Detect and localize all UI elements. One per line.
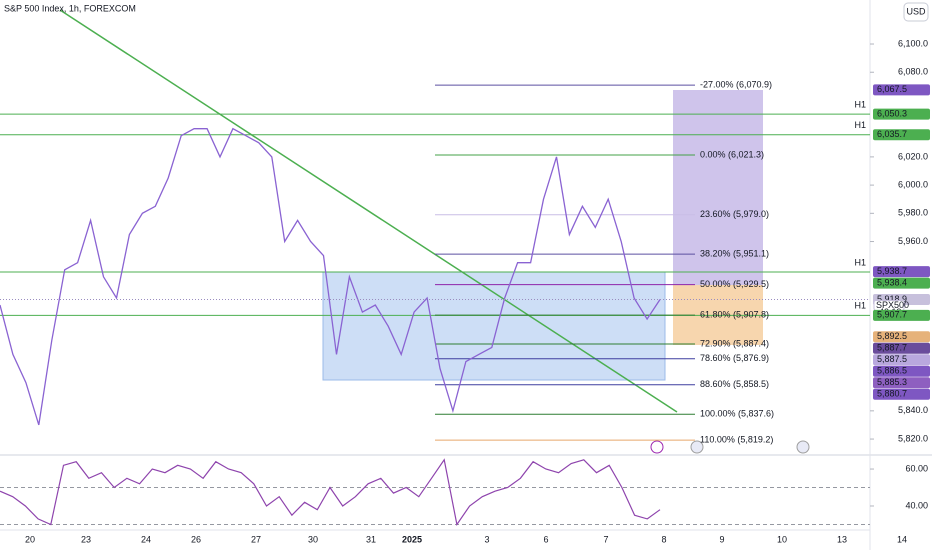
- event-icon[interactable]: [690, 440, 704, 454]
- x-tick-label: 24: [141, 534, 151, 544]
- x-tick-label: 30: [308, 534, 318, 544]
- trend-line: [59, 9, 678, 413]
- level-tag: H1: [854, 100, 866, 110]
- x-tick-label: 31: [366, 534, 376, 544]
- x-tick-label: 2025: [402, 534, 422, 544]
- price-tag-label: 5,886.5: [877, 366, 907, 376]
- y-tick-label: 6,020.0: [898, 151, 928, 161]
- event-icon[interactable]: [650, 440, 664, 454]
- price-tag: [873, 354, 930, 366]
- price-tag-label: 5,892.5: [877, 331, 907, 341]
- price-tag-label: 5,938.4: [877, 277, 907, 287]
- fib-label: 0.00% (6,021.3): [700, 149, 764, 159]
- price-tag: [873, 388, 930, 400]
- y-tick-label: 5,980.0: [898, 208, 928, 218]
- fib-label: 23.60% (5,979.0): [700, 209, 769, 219]
- level-tag: H1: [854, 301, 866, 311]
- rsi-tick-label: 40.00: [905, 500, 928, 510]
- price-tag: [873, 342, 930, 354]
- price-tag: [873, 129, 930, 141]
- price-tag-label: 6,067.5: [877, 84, 907, 94]
- currency-button[interactable]: [903, 2, 929, 22]
- fib-label: 50.00% (5,929.5): [700, 279, 769, 289]
- price-tag: [873, 331, 930, 343]
- fib-label: 61.80% (5,907.8): [700, 310, 769, 320]
- fib-label: -27.00% (6,070.9): [700, 79, 772, 89]
- price-tag: [873, 266, 930, 278]
- x-tick-label: 10: [777, 534, 787, 544]
- y-tick-label: 5,840.0: [898, 405, 928, 415]
- y-tick-label: 5,960.0: [898, 236, 928, 246]
- x-tick-label: 13: [837, 534, 847, 544]
- price-tag-label: 5,887.7: [877, 343, 907, 353]
- level-tag: H1: [854, 257, 866, 267]
- price-tag-label: 5,887.5: [877, 354, 907, 364]
- price-tag: [873, 108, 930, 120]
- fib-label: 78.60% (5,876.9): [700, 353, 769, 363]
- price-tag: [873, 84, 930, 96]
- event-icon[interactable]: [796, 440, 810, 454]
- y-tick-label: 6,080.0: [898, 67, 928, 77]
- x-tick-label: 26: [191, 534, 201, 544]
- zone-box: [322, 271, 666, 381]
- x-tick-label: 7: [603, 534, 608, 544]
- fib-label: 100.00% (5,837.6): [700, 409, 774, 419]
- price-tag: [873, 365, 930, 377]
- rsi-line: [0, 458, 661, 527]
- x-tick-label: 14: [897, 534, 907, 544]
- price-tag-label: 5,880.7: [877, 389, 907, 399]
- x-tick-label: 3: [484, 534, 489, 544]
- x-tick-label: 23: [81, 534, 91, 544]
- price-tag: [873, 277, 930, 289]
- price-tag: [873, 377, 930, 389]
- level-tag: H1: [854, 120, 866, 130]
- price-tag: [873, 309, 930, 321]
- price-tag-label: 6,035.7: [877, 129, 907, 139]
- fib-label: 38.20% (5,951.1): [700, 248, 769, 258]
- symbol-label: SPX500: [876, 300, 909, 310]
- y-tick-label: 6,100.0: [898, 38, 928, 48]
- x-tick-label: 8: [661, 534, 666, 544]
- rsi-tick-label: 60.00: [905, 463, 928, 473]
- price-line: [0, 127, 661, 426]
- price-tag-label: 6,050.3: [877, 109, 907, 119]
- chart-title: S&P 500 Index, 1h, FOREXCOM: [4, 3, 136, 13]
- fib-label: 110.00% (5,819.2): [700, 435, 773, 445]
- fib-label: 88.60% (5,858.5): [700, 379, 769, 389]
- x-tick-label: 6: [543, 534, 548, 544]
- price-tag-label: 5,907.7: [877, 310, 907, 320]
- currency-label[interactable]: USD: [906, 6, 926, 16]
- target-box: [673, 90, 763, 285]
- price-tag-label: 5,938.7: [877, 266, 907, 276]
- x-tick-label: 27: [251, 534, 261, 544]
- price-tag-label: 5,918.9: [877, 294, 907, 304]
- y-tick-label: 5,820.0: [898, 433, 928, 443]
- fib-label: 72.90% (5,887.4): [700, 338, 769, 348]
- x-tick-label: 20: [25, 534, 35, 544]
- y-tick-label: 6,000.0: [898, 179, 928, 189]
- price-tag-label: 5,885.3: [877, 377, 907, 387]
- x-tick-label: 9: [719, 534, 724, 544]
